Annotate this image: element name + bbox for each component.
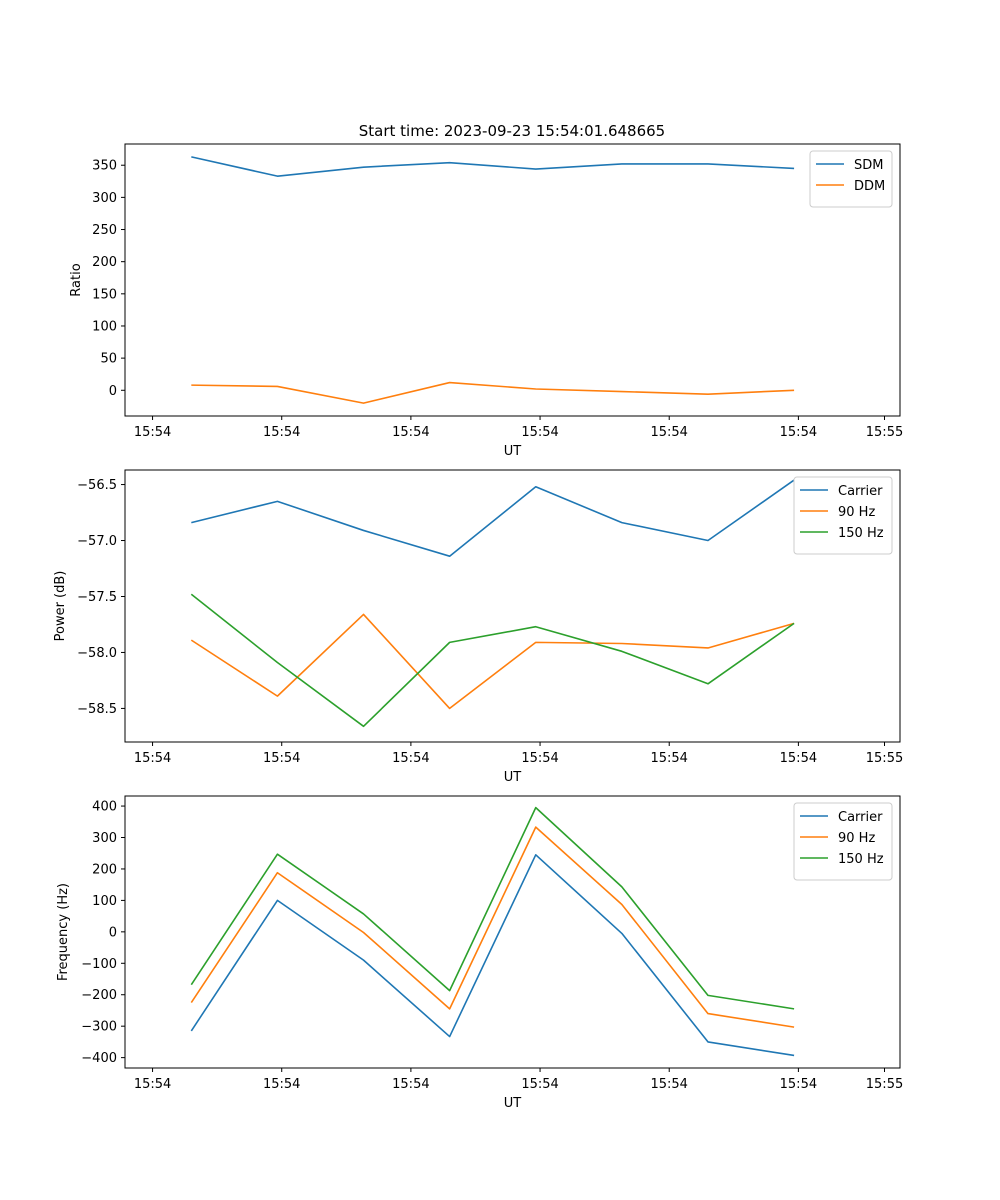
y-tick-label: 100 bbox=[92, 319, 117, 334]
y-tick-label: 300 bbox=[92, 191, 117, 206]
x-axis-label: UT bbox=[504, 1096, 522, 1111]
y-tick-label: 300 bbox=[92, 831, 117, 846]
chart-2: 15:54 15:54 15:54 15:54 15:54 15:54 15:55 −58.5… bbox=[53, 469, 903, 785]
y-axis-label: Frequency (Hz) bbox=[56, 883, 71, 981]
y-tick-label: −400 bbox=[81, 1051, 117, 1066]
chart-3: 15:54 15:54 15:54 15:54 15:54 15:54 15:55 −400 −… bbox=[56, 795, 903, 1111]
y-tick-label: −100 bbox=[81, 957, 117, 972]
x-axis-label: UT bbox=[504, 444, 522, 459]
y-tick-label: −57.0 bbox=[77, 534, 117, 549]
chart-1: 15:54 15:54 15:54 15:54 15:54 15:54 15:55 0 50 10… bbox=[69, 143, 903, 459]
legend-label: Carrier bbox=[838, 484, 883, 499]
panels: 15:54 15:54 15:54 15:54 15:54 15:54 15:55 0 50 10… bbox=[53, 143, 903, 1111]
legend-label: 150 Hz bbox=[838, 852, 884, 867]
y-axis-label: Ratio bbox=[69, 263, 84, 296]
y-tick-label: 400 bbox=[92, 800, 117, 815]
y-tick-label: 50 bbox=[100, 352, 117, 367]
y-tick-label: −300 bbox=[81, 1020, 117, 1035]
series-line-90-hz bbox=[190, 826, 795, 1028]
x-tick-label: 15:55 bbox=[866, 1077, 903, 1092]
legend-box bbox=[809, 150, 893, 208]
y-tick-label: 350 bbox=[92, 159, 117, 174]
x-tick-label: 15:55 bbox=[866, 751, 903, 766]
legend: Carrier 90 Hz 150 Hz bbox=[793, 802, 893, 881]
x-tick-label: 15:54 bbox=[134, 751, 171, 766]
y-tick-label: −58.5 bbox=[77, 702, 117, 717]
x-tick-label: 15:54 bbox=[650, 1077, 687, 1092]
legend-label: 90 Hz bbox=[838, 505, 875, 520]
series-line-carrier bbox=[190, 853, 795, 1057]
series-line-150-hz bbox=[190, 593, 795, 728]
x-tick-label: 15:54 bbox=[263, 425, 300, 440]
x-tick-label: 15:54 bbox=[521, 751, 558, 766]
x-tick-label: 15:54 bbox=[263, 1077, 300, 1092]
x-tick-label: 15:54 bbox=[780, 425, 817, 440]
series-line-ddm bbox=[191, 381, 795, 404]
legend-label: SDM bbox=[854, 158, 883, 173]
x-tick-label: 15:54 bbox=[263, 751, 300, 766]
x-tick-label: 15:54 bbox=[392, 1077, 429, 1092]
legend-label: 150 Hz bbox=[838, 526, 884, 541]
legend-label: 90 Hz bbox=[838, 831, 875, 846]
x-tick-label: 15:54 bbox=[521, 1077, 558, 1092]
y-tick-label: −57.5 bbox=[77, 590, 117, 605]
y-tick-label: 0 bbox=[109, 925, 117, 940]
legend-label: Carrier bbox=[838, 810, 883, 825]
x-tick-label: 15:54 bbox=[521, 425, 558, 440]
series-line-90-hz bbox=[190, 613, 795, 710]
x-tick-label: 15:54 bbox=[780, 751, 817, 766]
y-tick-label: 200 bbox=[92, 862, 117, 877]
y-tick-label: 0 bbox=[109, 384, 117, 399]
x-tick-label: 15:55 bbox=[866, 425, 903, 440]
series-line-carrier bbox=[191, 479, 795, 557]
x-tick-label: 15:54 bbox=[780, 1077, 817, 1092]
x-tick-label: 15:54 bbox=[650, 751, 687, 766]
axes-frame bbox=[124, 469, 901, 743]
legend-box bbox=[793, 802, 893, 881]
legend-box bbox=[793, 476, 893, 555]
x-axis-label: UT bbox=[504, 770, 522, 785]
y-tick-label: −200 bbox=[81, 988, 117, 1003]
axes-frame bbox=[124, 143, 901, 417]
x-tick-label: 15:54 bbox=[650, 425, 687, 440]
y-tick-label: −56.5 bbox=[77, 478, 117, 493]
x-tick-label: 15:54 bbox=[392, 751, 429, 766]
y-tick-label: 150 bbox=[92, 287, 117, 302]
axes-frame bbox=[124, 795, 901, 1069]
series-line-sdm bbox=[191, 156, 795, 177]
legend-label: DDM bbox=[854, 179, 885, 194]
y-tick-label: 200 bbox=[92, 255, 117, 270]
x-tick-label: 15:54 bbox=[392, 425, 429, 440]
y-tick-label: 100 bbox=[92, 894, 117, 909]
y-tick-label: 250 bbox=[92, 223, 117, 238]
x-tick-label: 15:54 bbox=[134, 1077, 171, 1092]
series-line-150-hz bbox=[190, 806, 795, 1010]
y-tick-label: −58.0 bbox=[77, 646, 117, 661]
y-axis-label: Power (dB) bbox=[53, 571, 68, 642]
x-tick-label: 15:54 bbox=[134, 425, 171, 440]
legend: SDM DDM bbox=[809, 150, 893, 208]
figure-title: Start time: 2023-09-23 15:54:01.648665 bbox=[359, 122, 665, 140]
legend: Carrier 90 Hz 150 Hz bbox=[793, 476, 893, 555]
